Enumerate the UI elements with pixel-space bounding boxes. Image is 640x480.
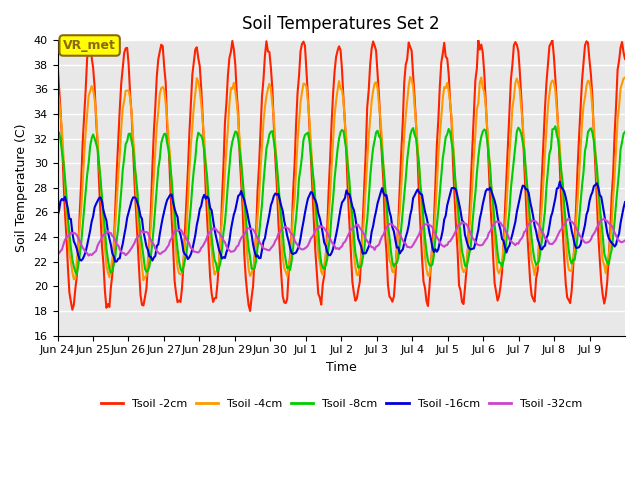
Tsoil -32cm <box>460 220 467 226</box>
Tsoil -32cm <box>620 239 627 244</box>
Tsoil -32cm <box>544 238 552 244</box>
Tsoil -8cm <box>54 134 61 140</box>
Title: Soil Temperatures Set 2: Soil Temperatures Set 2 <box>243 15 440 33</box>
Tsoil -8cm <box>347 200 355 206</box>
Tsoil -32cm <box>92 248 100 254</box>
Tsoil -4cm <box>91 96 99 101</box>
Tsoil -16cm <box>73 246 81 252</box>
Tsoil -16cm <box>556 179 564 185</box>
Text: VR_met: VR_met <box>63 39 116 52</box>
Tsoil -16cm <box>460 219 467 225</box>
Tsoil -4cm <box>461 268 469 274</box>
Tsoil -2cm <box>544 61 552 67</box>
Tsoil -16cm <box>54 214 61 219</box>
Legend: Tsoil -2cm, Tsoil -4cm, Tsoil -8cm, Tsoil -16cm, Tsoil -32cm: Tsoil -2cm, Tsoil -4cm, Tsoil -8cm, Tsoi… <box>96 395 586 413</box>
Tsoil -32cm <box>54 252 61 257</box>
Tsoil -32cm <box>621 238 629 243</box>
X-axis label: Time: Time <box>326 361 356 374</box>
Line: Tsoil -4cm: Tsoil -4cm <box>58 77 625 280</box>
Line: Tsoil -16cm: Tsoil -16cm <box>58 182 625 262</box>
Tsoil -2cm <box>460 301 467 307</box>
Tsoil -2cm <box>621 56 629 62</box>
Tsoil -32cm <box>85 252 93 258</box>
Tsoil -4cm <box>545 91 553 96</box>
Line: Tsoil -32cm: Tsoil -32cm <box>58 219 625 255</box>
Tsoil -16cm <box>621 199 629 205</box>
Tsoil -16cm <box>544 232 552 238</box>
Tsoil -8cm <box>621 129 629 135</box>
Tsoil -2cm <box>620 49 627 55</box>
Tsoil -2cm <box>548 37 556 43</box>
Tsoil -4cm <box>54 89 61 95</box>
Tsoil -32cm <box>600 216 608 222</box>
Line: Tsoil -8cm: Tsoil -8cm <box>58 126 625 274</box>
Tsoil -4cm <box>140 277 147 283</box>
Tsoil -8cm <box>460 255 467 261</box>
Tsoil -16cm <box>347 197 355 203</box>
Line: Tsoil -2cm: Tsoil -2cm <box>58 40 625 311</box>
Tsoil -16cm <box>111 259 119 264</box>
Tsoil -2cm <box>246 308 254 314</box>
Tsoil -8cm <box>552 123 559 129</box>
Tsoil -32cm <box>73 232 81 238</box>
Tsoil -8cm <box>92 141 100 146</box>
Tsoil -8cm <box>620 131 627 137</box>
Tsoil -8cm <box>544 168 552 173</box>
Tsoil -8cm <box>74 263 82 268</box>
Tsoil -16cm <box>91 204 99 210</box>
Tsoil -4cm <box>347 212 355 217</box>
Tsoil -2cm <box>54 60 61 66</box>
Tsoil -2cm <box>91 83 99 89</box>
Tsoil -16cm <box>620 205 627 211</box>
Tsoil -2cm <box>347 250 355 256</box>
Tsoil -4cm <box>620 76 627 82</box>
Tsoil -4cm <box>73 258 81 264</box>
Tsoil -32cm <box>347 227 355 232</box>
Tsoil -2cm <box>73 274 81 279</box>
Y-axis label: Soil Temperature (C): Soil Temperature (C) <box>15 124 28 252</box>
Tsoil -8cm <box>73 271 81 277</box>
Tsoil -4cm <box>621 74 629 80</box>
Tsoil -4cm <box>406 74 414 80</box>
